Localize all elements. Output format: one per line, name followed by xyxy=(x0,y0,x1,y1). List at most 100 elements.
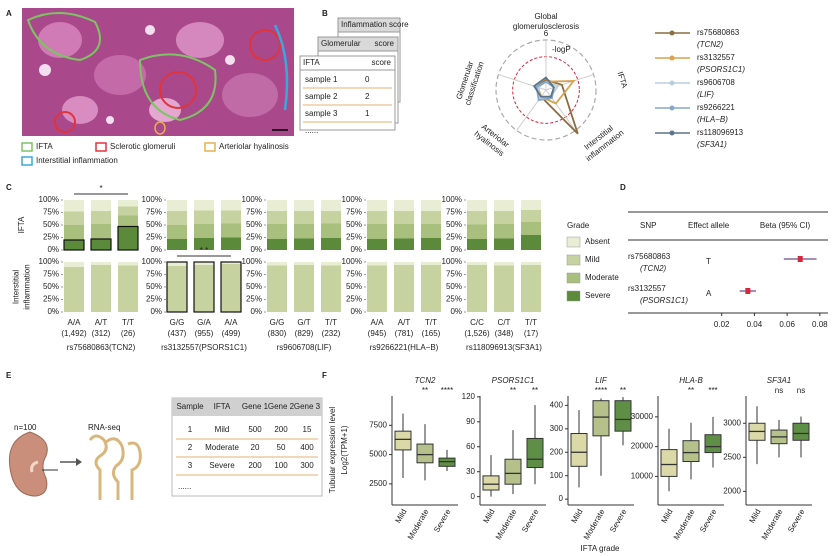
count-label: (830) xyxy=(268,329,287,338)
legend-label: rs118096913 xyxy=(697,128,744,137)
legend-label: (LIF) xyxy=(697,90,714,99)
bar-segment xyxy=(421,238,441,250)
sig-label: ** xyxy=(688,386,694,395)
box xyxy=(614,400,632,432)
legend-swatch xyxy=(566,290,581,302)
genotype-label: A/A xyxy=(68,318,82,327)
x-tick-label: Severe xyxy=(698,507,719,534)
bar-segment xyxy=(467,265,487,312)
card-title: Glomerular xyxy=(321,39,361,48)
y-tick-label: 75% xyxy=(43,270,59,279)
x-tick-label: Moderate xyxy=(582,507,607,541)
bar-segment xyxy=(494,265,514,312)
table-header-bg xyxy=(172,398,322,416)
y-tick-label: 100% xyxy=(242,195,262,204)
row-label: IFTA xyxy=(17,216,26,233)
card-title: Inflammation score xyxy=(341,20,409,29)
y-tick-label: 0% xyxy=(150,307,162,316)
bar-segment xyxy=(118,262,138,266)
y-tick-label: 50% xyxy=(146,220,162,229)
legend-label: rs3132557 xyxy=(697,53,735,62)
x-tick-label: Moderate xyxy=(494,507,519,541)
bar-segment xyxy=(521,262,541,265)
y-tick-label: 25% xyxy=(146,295,162,304)
card-header xyxy=(317,36,399,52)
bar-segment xyxy=(367,265,387,312)
bar-segment xyxy=(221,237,241,250)
y-tick-label: 0 xyxy=(559,494,564,503)
highlight xyxy=(90,238,112,251)
y-tick-label: 25% xyxy=(346,295,362,304)
y-tick-label: 7500 xyxy=(369,420,387,429)
table-cell: Moderate xyxy=(205,443,239,452)
sig-label: * xyxy=(99,184,102,193)
genotype-label: C/T xyxy=(498,318,511,327)
sig-label: ** xyxy=(620,386,626,395)
bar-segment xyxy=(91,239,111,250)
bar-segment xyxy=(394,238,414,250)
table-cell: 50 xyxy=(277,443,286,452)
card-header xyxy=(337,17,401,33)
radar-axis-label: Global xyxy=(534,12,557,21)
x-tick-label: 0.08 xyxy=(812,320,828,329)
sig-label: **** xyxy=(441,386,453,395)
table-header: Gene 1 xyxy=(242,402,269,411)
sig-label: ** xyxy=(532,386,538,395)
card-title: score xyxy=(371,58,391,67)
table-cell: 500 xyxy=(248,425,262,434)
table-cell: 200 xyxy=(274,425,288,434)
y-tick-label: 75% xyxy=(446,270,462,279)
snp-label: rs118096913(SF3A1) xyxy=(466,343,542,352)
bar-segment xyxy=(267,265,287,312)
table-cell: 400 xyxy=(300,443,314,452)
bar-segment xyxy=(91,211,111,224)
y-tick-label: 50% xyxy=(446,282,462,291)
radar-axis-label: IFTA xyxy=(616,71,630,90)
y-tick-label: 25% xyxy=(246,233,262,242)
bar-segment xyxy=(421,211,441,224)
bar-segment xyxy=(267,200,287,211)
bar-segment xyxy=(221,200,241,211)
bar-segment xyxy=(91,265,111,312)
y-tick-label: 100% xyxy=(39,257,59,266)
y-tick-label: 25% xyxy=(43,233,59,242)
bar-segment xyxy=(118,265,138,312)
count-label: (955) xyxy=(195,329,214,338)
bar-segment xyxy=(367,211,387,224)
bar-segment xyxy=(267,239,287,250)
y-tick-label: 0% xyxy=(47,307,59,316)
panel-label: C xyxy=(6,183,12,192)
snp-label: rs9266221(HLA−B) xyxy=(370,343,439,352)
y-tick-label: 2500 xyxy=(369,479,387,488)
legend-label: (SF3A1) xyxy=(697,140,727,149)
card-cell: 0 xyxy=(365,75,370,84)
x-tick-label: 0.06 xyxy=(779,320,795,329)
genotype-label: T/T xyxy=(122,318,134,327)
table-more: ...... xyxy=(178,482,191,491)
bar-segment xyxy=(321,211,341,224)
bar-segment xyxy=(467,200,487,211)
count-label: (945) xyxy=(368,329,387,338)
bar-segment xyxy=(494,224,514,239)
table-cell: 100 xyxy=(274,461,288,470)
y-tick-label: 20000 xyxy=(631,442,654,451)
y-tick-label: 0% xyxy=(450,307,462,316)
kidney-icon xyxy=(8,431,58,497)
table-cell: Mild xyxy=(215,425,230,434)
y-tick-label: 100% xyxy=(442,257,462,266)
genotype-label: T/T xyxy=(425,318,437,327)
genotype-label: G/G xyxy=(270,318,285,327)
y-tick-label: 10000 xyxy=(631,472,654,481)
y-tick-label: 0 xyxy=(471,492,476,501)
bar-segment xyxy=(294,200,314,211)
sig-label: * * xyxy=(200,246,208,255)
bar-segment xyxy=(467,239,487,250)
arrow xyxy=(60,458,82,466)
bar-segment xyxy=(394,224,414,239)
legend-swatch xyxy=(566,272,581,284)
bar-segment xyxy=(521,265,541,312)
legend-dot xyxy=(669,80,675,86)
bar-segment xyxy=(321,238,341,250)
y-tick-label: 25% xyxy=(346,233,362,242)
x-tick-label: Moderate xyxy=(760,507,785,541)
